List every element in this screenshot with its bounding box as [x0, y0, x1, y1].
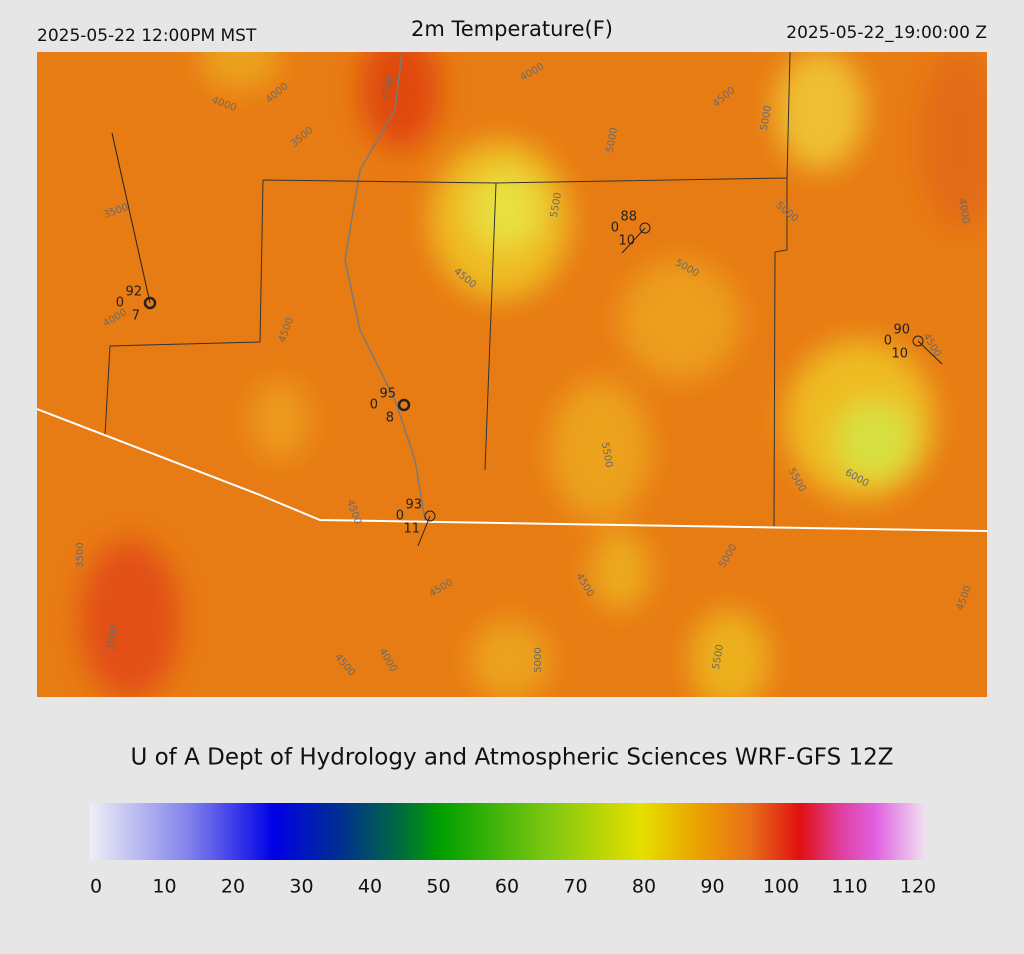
river [344, 52, 426, 521]
temperature-field [80, 52, 987, 697]
wind-barb [417, 515, 431, 547]
valid-local: 2025-05-22 12:00PM MST [37, 26, 257, 46]
contour-label: 3500 [75, 542, 86, 567]
station-marker [143, 296, 157, 310]
colorbar-tick-label: 90 [700, 876, 724, 898]
credit: U of A Dept of Hydrology and Atmospheric… [130, 745, 893, 771]
station-wind: 11 [403, 522, 420, 537]
title: 2m Temperature(F) [411, 17, 613, 41]
station-temp: 90 [893, 323, 910, 338]
station-marker [912, 335, 924, 347]
station-dew: 0 [116, 296, 124, 311]
valid-utc: 2025-05-22_19:00:00 Z [786, 23, 987, 43]
colorbar-tick-label: 30 [289, 876, 313, 898]
contour-label: 3500 [105, 625, 120, 652]
wind-barb [621, 227, 646, 254]
station-wind: 10 [891, 347, 908, 362]
boundaries [104, 52, 791, 529]
colorbar-tick-label: 80 [632, 876, 656, 898]
contour-label: 5500 [599, 442, 614, 469]
colorbar-tick-label: 50 [426, 876, 450, 898]
contour-label: 5500 [711, 644, 726, 671]
station-dew: 0 [884, 334, 892, 349]
station-marker [397, 398, 411, 412]
station-dew: 0 [370, 398, 378, 413]
station-temp: 95 [379, 387, 396, 402]
colorbar-tick-label: 0 [90, 876, 102, 898]
contour-label: 4000 [956, 198, 971, 225]
contour-label: 5000 [759, 105, 774, 132]
station-marker [639, 222, 651, 234]
wind-barb [111, 132, 151, 304]
colorbar-tick-label: 70 [563, 876, 587, 898]
station-dew: 0 [611, 221, 619, 236]
station-wind: 10 [618, 234, 635, 249]
contour-label: 5000 [533, 647, 544, 672]
station-wind: 7 [132, 309, 140, 324]
colorbar-tick-label: 110 [831, 876, 867, 898]
colorbar-tick-label: 20 [221, 876, 245, 898]
station-temp: 88 [620, 210, 637, 225]
station-temp: 93 [405, 498, 422, 513]
contour-label: 5000 [605, 127, 620, 154]
border-line [37, 408, 987, 532]
colorbar-tick-label: 60 [495, 876, 519, 898]
colorbar-tick-label: 40 [358, 876, 382, 898]
wind-barb [917, 340, 943, 365]
contour-label: 5500 [549, 192, 564, 219]
station-dew: 0 [396, 509, 404, 524]
colorbar-tick-label: 10 [152, 876, 176, 898]
station-temp: 92 [125, 285, 142, 300]
colorbar [90, 803, 925, 860]
colorbar-tick-label: 120 [900, 876, 936, 898]
station-wind: 8 [386, 411, 394, 426]
colorbar-tick-label: 100 [763, 876, 799, 898]
station-marker [424, 510, 436, 522]
